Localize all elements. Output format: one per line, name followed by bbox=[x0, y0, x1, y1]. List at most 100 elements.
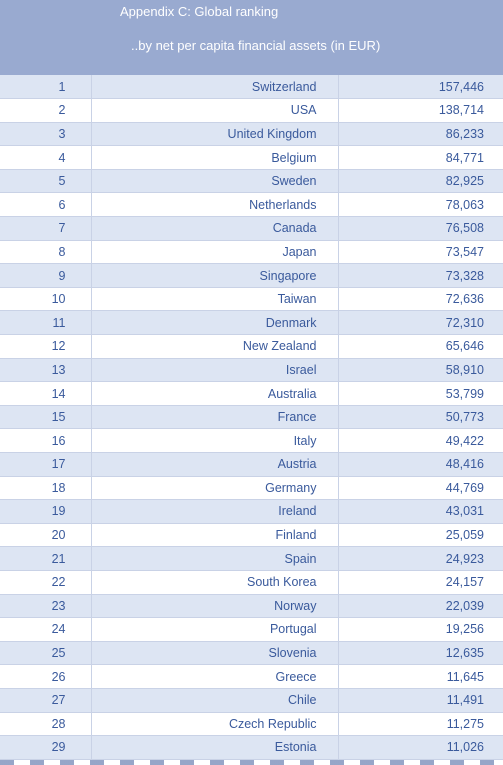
value-cell: 24,923 bbox=[338, 546, 503, 571]
value-cell: 73,547 bbox=[338, 240, 503, 265]
table-row: 16 Italy 49,422 bbox=[0, 428, 503, 453]
table-row: 12 New Zealand 65,646 bbox=[0, 334, 503, 359]
country-cell: Ireland bbox=[91, 499, 339, 524]
rank-cell: 12 bbox=[0, 334, 92, 359]
country-cell: Estonia bbox=[91, 735, 339, 760]
country-cell: Chile bbox=[91, 688, 339, 713]
rank-cell: 21 bbox=[0, 546, 92, 571]
value-cell: 58,910 bbox=[338, 358, 503, 383]
rank-cell: 24 bbox=[0, 617, 92, 642]
table-row: 14 Australia 53,799 bbox=[0, 381, 503, 406]
country-cell: Switzerland bbox=[91, 75, 339, 100]
table-row: 13 Israel 58,910 bbox=[0, 358, 503, 383]
table-row: 1 Switzerland 157,446 bbox=[0, 75, 503, 100]
country-cell: Germany bbox=[91, 476, 339, 501]
rank-cell: 10 bbox=[0, 287, 92, 312]
rank-cell: 6 bbox=[0, 192, 92, 218]
rank-cell: 16 bbox=[0, 428, 92, 453]
rank-cell: 17 bbox=[0, 452, 92, 477]
value-cell: 24,157 bbox=[338, 570, 503, 595]
value-cell: 11,645 bbox=[338, 664, 503, 689]
page-subtitle: ..by net per capita financial assets (in… bbox=[131, 38, 381, 53]
rank-cell: 27 bbox=[0, 688, 92, 713]
rank-cell: 11 bbox=[0, 310, 92, 336]
country-cell: Taiwan bbox=[91, 287, 339, 312]
table-row: 21 Spain 24,923 bbox=[0, 546, 503, 571]
value-cell: 82,925 bbox=[338, 169, 503, 194]
rank-cell: 22 bbox=[0, 570, 92, 595]
table-row: 5 Sweden 82,925 bbox=[0, 169, 503, 194]
table-row: 7 Canada 76,508 bbox=[0, 216, 503, 241]
table-row: 27 Chile 11,491 bbox=[0, 688, 503, 713]
table-row: 25 Slovenia 12,635 bbox=[0, 641, 503, 666]
value-cell: 11,275 bbox=[338, 712, 503, 737]
value-cell: 73,328 bbox=[338, 263, 503, 288]
country-cell: Israel bbox=[91, 358, 339, 383]
table-row: 4 Belgium 84,771 bbox=[0, 145, 503, 170]
value-cell: 78,063 bbox=[338, 192, 503, 218]
country-cell: Portugal bbox=[91, 617, 339, 642]
value-cell: 12,635 bbox=[338, 641, 503, 666]
rank-cell: 29 bbox=[0, 735, 92, 760]
country-cell: United Kingdom bbox=[91, 122, 339, 147]
ranking-table: 1 Switzerland 157,446 2 USA 138,714 3 United Ki… bbox=[0, 75, 503, 760]
rank-cell: 19 bbox=[0, 499, 92, 524]
country-cell: Denmark bbox=[91, 310, 339, 336]
value-cell: 22,039 bbox=[338, 594, 503, 619]
table-row: 15 France 50,773 bbox=[0, 405, 503, 430]
table-row: 17 Austria 48,416 bbox=[0, 452, 503, 477]
value-cell: 138,714 bbox=[338, 98, 503, 123]
table-row: 22 South Korea 24,157 bbox=[0, 570, 503, 595]
table-row: 9 Singapore 73,328 bbox=[0, 263, 503, 288]
country-cell: Singapore bbox=[91, 263, 339, 288]
rank-cell: 25 bbox=[0, 641, 92, 666]
table-row: 6 Netherlands 78,063 bbox=[0, 192, 503, 218]
table-row: 24 Portugal 19,256 bbox=[0, 617, 503, 642]
ranking-table-container: 1 Switzerland 157,446 2 USA 138,714 3 United Ki… bbox=[0, 75, 503, 760]
value-cell: 11,026 bbox=[338, 735, 503, 760]
country-cell: Netherlands bbox=[91, 192, 339, 218]
country-cell: Sweden bbox=[91, 169, 339, 194]
cropped-bottom-edge bbox=[0, 760, 503, 765]
country-cell: Czech Republic bbox=[91, 712, 339, 737]
country-cell: Australia bbox=[91, 381, 339, 406]
value-cell: 19,256 bbox=[338, 617, 503, 642]
rank-cell: 8 bbox=[0, 240, 92, 265]
table-row: 3 United Kingdom 86,233 bbox=[0, 122, 503, 147]
value-cell: 53,799 bbox=[338, 381, 503, 406]
rank-cell: 1 bbox=[0, 75, 92, 100]
country-cell: Greece bbox=[91, 664, 339, 689]
value-cell: 157,446 bbox=[338, 75, 503, 100]
page-title: Appendix C: Global ranking bbox=[120, 4, 279, 19]
table-row: 20 Finland 25,059 bbox=[0, 523, 503, 548]
country-cell: Canada bbox=[91, 216, 339, 241]
value-cell: 25,059 bbox=[338, 523, 503, 548]
country-cell: Spain bbox=[91, 546, 339, 571]
value-cell: 43,031 bbox=[338, 499, 503, 524]
rank-cell: 2 bbox=[0, 98, 92, 123]
rank-cell: 5 bbox=[0, 169, 92, 194]
rank-cell: 3 bbox=[0, 122, 92, 147]
value-cell: 84,771 bbox=[338, 145, 503, 170]
table-row: 26 Greece 11,645 bbox=[0, 664, 503, 689]
country-cell: USA bbox=[91, 98, 339, 123]
rank-cell: 7 bbox=[0, 216, 92, 241]
country-cell: France bbox=[91, 405, 339, 430]
value-cell: 72,310 bbox=[338, 310, 503, 336]
country-cell: Finland bbox=[91, 523, 339, 548]
country-cell: Austria bbox=[91, 452, 339, 477]
rank-cell: 13 bbox=[0, 358, 92, 383]
table-row: 19 Ireland 43,031 bbox=[0, 499, 503, 524]
rank-cell: 26 bbox=[0, 664, 92, 689]
table-header-banner: Appendix C: Global ranking ..by net per … bbox=[0, 0, 503, 75]
rank-cell: 20 bbox=[0, 523, 92, 548]
country-cell: South Korea bbox=[91, 570, 339, 595]
table-row: 28 Czech Republic 11,275 bbox=[0, 712, 503, 737]
rank-cell: 18 bbox=[0, 476, 92, 501]
table-row: 8 Japan 73,547 bbox=[0, 240, 503, 265]
country-cell: Slovenia bbox=[91, 641, 339, 666]
country-cell: Italy bbox=[91, 428, 339, 453]
value-cell: 44,769 bbox=[338, 476, 503, 501]
value-cell: 11,491 bbox=[338, 688, 503, 713]
table-row: 29 Estonia 11,026 bbox=[0, 735, 503, 760]
